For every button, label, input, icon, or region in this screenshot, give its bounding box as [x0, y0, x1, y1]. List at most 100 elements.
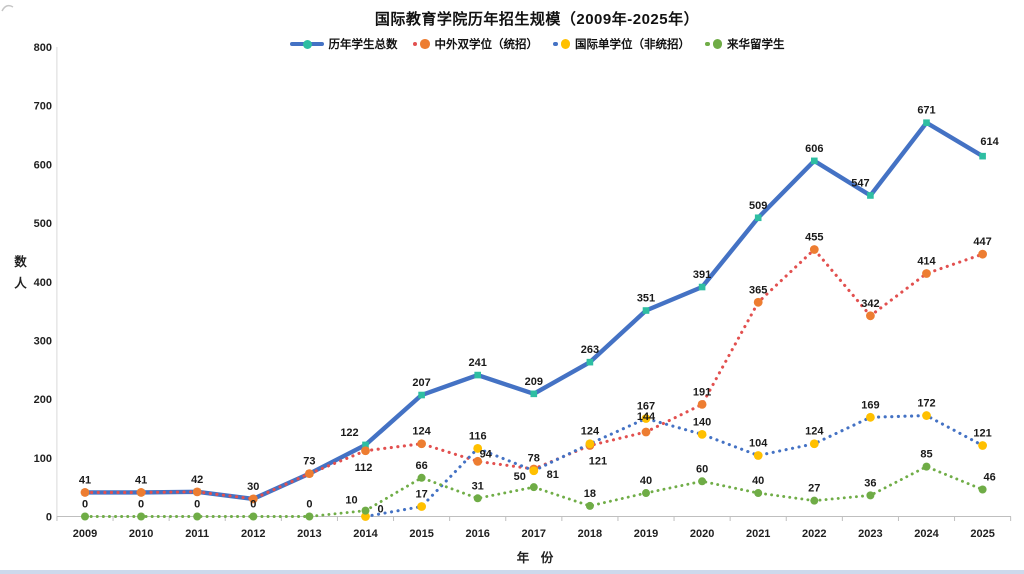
- svg-text:100: 100: [34, 453, 52, 465]
- data-point-marker: [305, 512, 314, 521]
- data-point-marker: [978, 249, 987, 259]
- data-point-marker: [417, 439, 426, 449]
- data-label: 66: [415, 460, 427, 472]
- dotted-marker-icon: [553, 39, 570, 49]
- data-label: 27: [808, 483, 820, 495]
- svg-text:200: 200: [34, 394, 52, 406]
- data-label: 18: [584, 488, 596, 500]
- svg-text:2013: 2013: [297, 528, 321, 540]
- data-point-marker: [361, 446, 370, 456]
- data-label: 614: [980, 136, 999, 148]
- data-point-marker: [811, 157, 818, 165]
- legend-label: 历年学生总数: [328, 39, 398, 51]
- data-point-marker: [249, 512, 258, 521]
- data-point-marker: [754, 214, 762, 222]
- data-point-marker: [248, 494, 258, 504]
- svg-text:2016: 2016: [465, 528, 489, 540]
- svg-text:2018: 2018: [578, 528, 602, 540]
- data-point-marker: [753, 451, 763, 460]
- data-label: 81: [547, 469, 559, 481]
- svg-text:2024: 2024: [914, 528, 939, 540]
- data-point-marker: [473, 456, 483, 466]
- data-label: 36: [864, 477, 876, 489]
- data-label: 263: [581, 344, 599, 356]
- data-label: 0: [306, 499, 312, 511]
- y-tick-labels: 0 100 200 300 400 500 600 700 800: [34, 42, 52, 524]
- data-point-marker: [530, 390, 538, 398]
- data-point-marker: [529, 483, 538, 492]
- data-label: 50: [514, 471, 526, 483]
- data-label: 342: [861, 298, 879, 310]
- data-label: 85: [920, 449, 932, 461]
- data-label: 124: [805, 426, 824, 438]
- data-point-marker: [642, 307, 650, 314]
- data-label: 140: [693, 416, 711, 428]
- data-label: 209: [525, 376, 543, 388]
- chart-legend: 历年学生总数 中外双学位（统招） 国际单学位（非统招） 来华留学生: [60, 36, 1014, 52]
- legend-item-single-degree: 国际单学位（非统招）: [553, 36, 690, 52]
- legend-label: 国际单学位（非统招）: [575, 39, 690, 51]
- data-label: 414: [917, 256, 936, 268]
- data-point-marker: [305, 469, 314, 479]
- svg-text:2019: 2019: [634, 528, 658, 540]
- data-point-marker: [586, 358, 594, 366]
- svg-text:700: 700: [34, 101, 52, 113]
- svg-text:500: 500: [34, 218, 52, 230]
- data-label: 172: [917, 398, 935, 410]
- data-label: 94: [480, 448, 493, 460]
- data-point-marker: [809, 245, 819, 254]
- data-point-marker: [922, 269, 931, 278]
- series-intl-students-line: [81, 462, 987, 521]
- svg-text:2010: 2010: [129, 528, 153, 540]
- svg-text:600: 600: [34, 159, 52, 171]
- data-label: 169: [861, 399, 879, 411]
- svg-text:2022: 2022: [802, 528, 826, 540]
- data-point-marker: [136, 488, 146, 497]
- data-label: 241: [469, 357, 487, 369]
- data-label: 671: [917, 105, 935, 117]
- series-total-students-labels: 41 41 42 30 73 122 207 241 209 263 351 391 509 606 547…: [79, 105, 1000, 493]
- data-label: 121: [589, 455, 607, 467]
- svg-text:300: 300: [34, 335, 52, 347]
- svg-text:800: 800: [34, 42, 52, 54]
- data-point-marker: [192, 487, 202, 497]
- data-label: 391: [693, 269, 711, 281]
- data-point-marker: [809, 439, 819, 449]
- data-label: 46: [983, 472, 995, 484]
- svg-text:2017: 2017: [522, 528, 546, 540]
- legend-item-total-students: 历年学生总数: [289, 36, 398, 52]
- data-label: 447: [973, 236, 991, 248]
- svg-text:400: 400: [34, 277, 52, 289]
- window-edge-strip: [0, 570, 1024, 574]
- data-label: 124: [412, 426, 431, 438]
- dotted-marker-icon: [705, 39, 722, 49]
- data-point-marker: [473, 494, 482, 503]
- data-label: 40: [640, 475, 652, 487]
- data-point-marker: [922, 411, 931, 420]
- data-label: 606: [805, 143, 823, 155]
- chart-title: 国际教育学院历年招生规模（2009年-2025年）: [374, 11, 700, 28]
- legend-label: 中外双学位（统招）: [434, 39, 539, 51]
- data-label: 31: [472, 480, 484, 492]
- data-label: 167: [637, 400, 655, 412]
- data-label: 104: [749, 437, 768, 449]
- data-label: 73: [303, 456, 315, 468]
- data-label: 41: [79, 474, 91, 486]
- svg-text:2009: 2009: [73, 528, 97, 540]
- data-point-marker: [529, 466, 539, 476]
- data-label: 112: [355, 462, 373, 474]
- data-label: 509: [749, 200, 767, 212]
- data-point-marker: [585, 501, 594, 510]
- line-marker-icon: [289, 39, 324, 49]
- data-point-marker: [585, 439, 595, 449]
- data-point-marker: [361, 512, 370, 521]
- data-label: 121: [973, 427, 991, 439]
- data-point-marker: [978, 441, 987, 450]
- svg-text:2012: 2012: [241, 528, 265, 540]
- data-label: 0: [250, 499, 256, 511]
- data-label: 40: [752, 475, 764, 487]
- data-label: 144: [637, 411, 656, 423]
- data-point-marker: [754, 489, 763, 498]
- data-point-marker: [866, 412, 875, 422]
